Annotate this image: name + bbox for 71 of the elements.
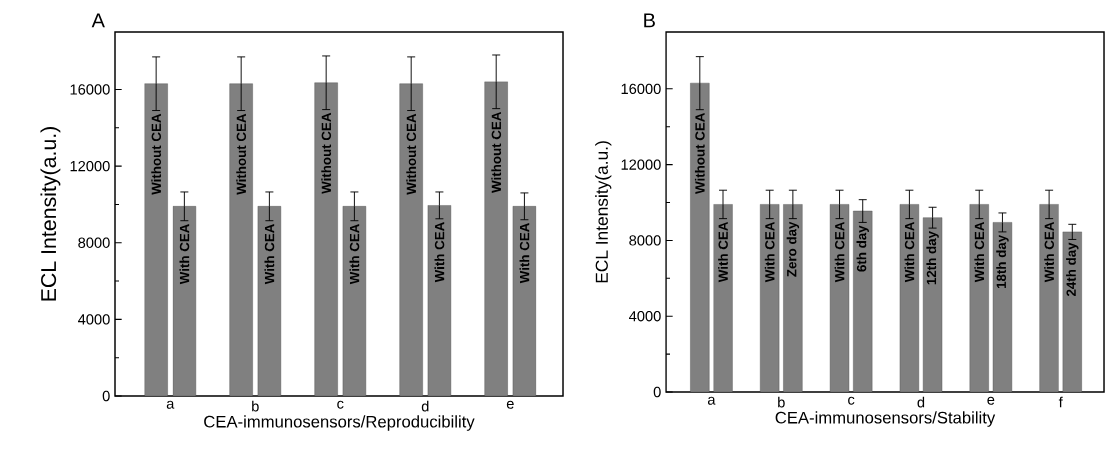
- annotation: With CEA: [1044, 221, 1054, 283]
- y-tick-label: 16000: [70, 84, 110, 95]
- annotation: With CEA: [349, 223, 360, 285]
- annotation: With CEA: [519, 223, 530, 284]
- y-tick-label: 12000: [70, 160, 110, 172]
- x-tick-label: d: [917, 396, 925, 408]
- x-tick-label: c: [848, 396, 855, 405]
- bar: [342, 206, 367, 396]
- y-tick-label: 12000: [621, 159, 661, 170]
- y-axis-title: ECL Intensity(a.u.): [595, 141, 612, 283]
- bar: [829, 204, 850, 392]
- bar: [713, 204, 733, 392]
- y-tick-label: 0: [102, 390, 110, 402]
- y-tick-label: 16000: [621, 83, 661, 95]
- bar: [899, 204, 920, 392]
- annotation: 12th day: [926, 231, 939, 285]
- bar: [427, 205, 452, 396]
- bar: [229, 83, 253, 396]
- annotation: 18th day: [996, 234, 1009, 289]
- annotation: With CEA: [179, 223, 190, 285]
- bar: [922, 217, 943, 392]
- x-tick-label: e: [506, 400, 514, 409]
- bar: [399, 83, 423, 396]
- y-tick-label: 8000: [78, 237, 110, 248]
- bar: [690, 82, 710, 392]
- chart-title: B: [644, 13, 655, 28]
- annotation: With CEA: [904, 221, 915, 283]
- bar: [992, 222, 1013, 392]
- annotation: Without CEA: [694, 112, 705, 194]
- bar: [783, 204, 803, 392]
- annotation: Without CEA: [406, 113, 417, 195]
- annotation: With CEA: [834, 221, 845, 283]
- annotation: Without CEA: [321, 112, 332, 194]
- x-axis-title: CEA-immunosensors/Reproducibility: [204, 415, 475, 431]
- y-axis-title: ECL Intensity(a.u.): [40, 127, 61, 301]
- annotation: 6th day: [856, 225, 869, 272]
- bar: [484, 81, 508, 396]
- annotation: With CEA: [764, 221, 775, 283]
- annotation: Without CEA: [236, 113, 247, 195]
- chart-title: A: [91, 13, 105, 28]
- annotation: With CEA: [718, 221, 728, 283]
- bar: [1039, 204, 1059, 392]
- annotation: Without CEA: [151, 113, 162, 195]
- x-tick-label: f: [1058, 396, 1063, 408]
- annotation: 24th day: [1066, 242, 1079, 297]
- bar: [144, 83, 168, 396]
- x-tick-label: e: [987, 396, 995, 405]
- y-tick-label: 8000: [629, 235, 661, 246]
- x-tick-label: d: [421, 400, 429, 412]
- y-tick-label: 0: [653, 386, 661, 398]
- y-tick-label: 4000: [78, 314, 110, 325]
- bar: [1062, 231, 1082, 392]
- bar: [512, 206, 537, 396]
- x-tick-label: a: [166, 400, 175, 409]
- annotation: Without CEA: [491, 111, 502, 193]
- annotation: With CEA: [264, 223, 275, 285]
- bar: [760, 204, 780, 392]
- bar: [257, 206, 282, 396]
- annotation: Zero day: [786, 221, 800, 277]
- y-tick-label: 4000: [629, 311, 661, 322]
- bar: [314, 82, 338, 396]
- x-tick-label: b: [778, 396, 785, 408]
- x-tick-label: b: [252, 400, 259, 412]
- bar: [853, 210, 873, 392]
- x-tick-label: a: [707, 396, 716, 405]
- annotation: With CEA: [434, 222, 445, 283]
- bar: [969, 204, 989, 392]
- x-tick-label: c: [337, 400, 344, 409]
- bar: [172, 206, 197, 396]
- x-axis-title: CEA-immunosensors/Stability: [775, 411, 996, 427]
- annotation: With CEA: [974, 221, 985, 283]
